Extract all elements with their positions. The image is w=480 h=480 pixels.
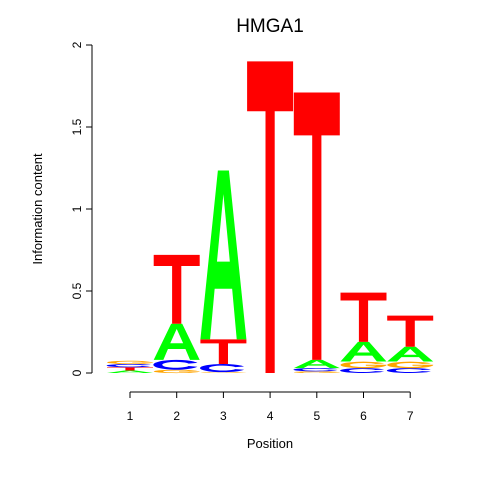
- letter-C-pos-2: [153, 359, 198, 370]
- letter-C-pos-1: [106, 363, 151, 368]
- x-tick-label: 5: [313, 409, 320, 423]
- x-tick-label: 4: [267, 409, 274, 423]
- logo-stack-1: [106, 360, 153, 373]
- letter-T-pos-7: [387, 315, 434, 347]
- y-tick-label: 0.5: [70, 282, 84, 299]
- letter-A-pos-6: [340, 341, 387, 362]
- letter-A-pos-3: [200, 170, 247, 340]
- letter-C-pos-5: [293, 368, 338, 372]
- x-tick-label: 2: [173, 409, 180, 423]
- x-tick-label: 3: [220, 409, 227, 423]
- letter-T-pos-6: [340, 292, 387, 342]
- letter-T-pos-4: [247, 61, 294, 374]
- letter-T-pos-5: [293, 92, 340, 360]
- x-tick-label: 7: [407, 409, 414, 423]
- y-axis-label: Information content: [30, 153, 45, 265]
- chart-title: HMGA1: [236, 16, 304, 37]
- logo-stack-6: [340, 292, 387, 373]
- letter-G-pos-1: [107, 360, 153, 365]
- letter-C-pos-7: [386, 368, 431, 373]
- x-tick-label: 1: [127, 409, 134, 423]
- x-axis: 1 2 3 4 5 6 7: [127, 391, 414, 423]
- logo-stack-7: [386, 315, 434, 373]
- letter-G-pos-5: [293, 371, 340, 374]
- letter-G-pos-3: [200, 372, 247, 374]
- letter-C-pos-3: [200, 363, 245, 373]
- letter-G-pos-6: [340, 361, 387, 369]
- y-tick-label: 0: [70, 369, 84, 376]
- y-tick-label: 1.5: [70, 118, 84, 135]
- x-tick-label: 6: [360, 409, 367, 423]
- letter-A-pos-7: [387, 346, 434, 362]
- logo-stack-2: [153, 254, 200, 374]
- logo-stack-4: [247, 61, 294, 374]
- letter-A-pos-5: [293, 359, 340, 369]
- letter-T-pos-2: [153, 254, 200, 324]
- letter-C-pos-6: [340, 368, 385, 373]
- logo-stack-3: [200, 170, 247, 374]
- letter-A-pos-1: [107, 370, 153, 373]
- letter-G-pos-2: [153, 369, 200, 374]
- letter-T-pos-1: [107, 367, 153, 371]
- y-tick-label: 1: [70, 205, 84, 212]
- logo-stack-5: [293, 92, 340, 374]
- letter-T-pos-3: [200, 339, 247, 364]
- x-axis-label: Position: [247, 436, 293, 451]
- letter-G-pos-7: [387, 361, 434, 369]
- y-tick-label: 2: [70, 41, 84, 48]
- y-axis: 0 0.5 1 1.5 2: [70, 41, 93, 376]
- plot-area: [106, 61, 434, 374]
- letter-A-pos-2: [153, 323, 200, 360]
